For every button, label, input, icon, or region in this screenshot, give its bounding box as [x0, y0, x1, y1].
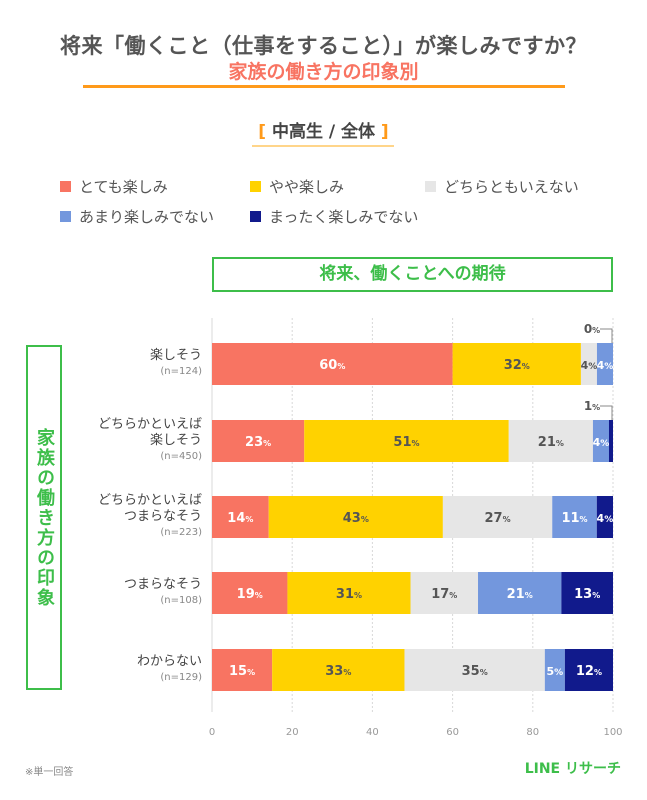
data-label: 60%	[319, 358, 345, 373]
x-tick-label: 0	[209, 727, 215, 738]
category-label: 楽しそう (n=124)	[150, 348, 202, 380]
scope-divider	[252, 145, 394, 147]
sample-size: (n=450)	[160, 451, 202, 462]
brand-logo: LINE リサーチ	[524, 761, 621, 777]
bar-segment	[410, 572, 479, 614]
bar-segment	[212, 649, 273, 691]
legend-item: まったく楽しみでない	[250, 206, 418, 227]
legend-swatch	[250, 211, 261, 222]
legend-label: とても楽しみ	[79, 178, 168, 196]
scope-text: 中高生 / 全体	[271, 122, 376, 142]
legend-label: やや楽しみ	[269, 178, 345, 196]
bar-segment	[212, 420, 305, 462]
data-label: 4%	[581, 359, 598, 372]
side-axis-label: 家族の働き方の印象	[26, 345, 62, 690]
data-label: 33%	[325, 664, 351, 679]
data-label: 31%	[336, 587, 362, 602]
legend-label: どちらともいえない	[444, 178, 579, 196]
legend-swatch	[60, 211, 71, 222]
x-tick-label: 40	[366, 727, 379, 738]
sample-size: (n=223)	[160, 527, 202, 538]
bar-segment	[596, 496, 613, 538]
title-divider	[83, 85, 565, 88]
data-label: 23%	[245, 435, 271, 450]
x-tick-label: 80	[526, 727, 539, 738]
bar-segment	[212, 572, 288, 614]
bar-segment	[564, 649, 613, 691]
category-label: わからない (n=129)	[137, 654, 202, 686]
data-label: 13%	[574, 587, 600, 602]
legend-swatch	[60, 181, 71, 192]
bar-segment	[608, 420, 613, 462]
callout-line	[600, 405, 613, 420]
callout-line	[600, 328, 613, 343]
bar-segment	[287, 572, 411, 614]
data-label: 12%	[576, 664, 602, 679]
legend-item: やや楽しみ	[250, 176, 344, 197]
x-tick-label: 20	[286, 727, 299, 738]
sample-size: (n=129)	[160, 672, 202, 683]
data-label: 43%	[343, 511, 369, 526]
legend-swatch	[425, 181, 436, 192]
legend-item: どちらともいえない	[425, 176, 579, 197]
chart-header-box: 将来、働くことへの期待	[212, 257, 613, 292]
bar-segment	[561, 572, 613, 614]
data-label: 21%	[538, 435, 564, 450]
footer-note: ※単一回答	[25, 767, 74, 778]
chart-subtitle: 家族の働き方の印象別	[228, 61, 419, 83]
bar-segment	[596, 343, 613, 385]
data-label: 51%	[393, 435, 419, 450]
data-label: 21%	[507, 587, 533, 602]
data-label: 35%	[462, 664, 488, 679]
data-label: 15%	[229, 664, 255, 679]
data-label: 1%	[584, 399, 600, 413]
category-label: つまらなそう (n=108)	[124, 577, 202, 609]
data-label: 32%	[504, 358, 530, 373]
data-label: 11%	[561, 511, 587, 526]
bar-segment	[508, 420, 593, 462]
bar-segment	[452, 343, 581, 385]
bar-segment	[592, 420, 609, 462]
category-label: どちらかといえば 楽しそう (n=450)	[98, 417, 202, 465]
bar-segment	[478, 572, 562, 614]
category-label: どちらかといえば つまらなそう (n=223)	[98, 493, 202, 541]
data-label: 4%	[597, 359, 614, 372]
x-tick-label: 60	[446, 727, 459, 738]
bar-segment	[212, 343, 453, 385]
legend-swatch	[250, 181, 261, 192]
bar-segment	[268, 496, 443, 538]
bar-segment	[442, 496, 553, 538]
legend-item: あまり楽しみでない	[60, 206, 214, 227]
legend-label: まったく楽しみでない	[269, 208, 419, 226]
data-label: 14%	[227, 511, 253, 526]
data-label: 27%	[485, 511, 511, 526]
data-label: 19%	[237, 587, 263, 602]
x-tick-label: 100	[603, 727, 622, 738]
bar-segment	[272, 649, 405, 691]
data-label: 17%	[431, 587, 457, 602]
sample-size: (n=124)	[160, 366, 202, 377]
bar-segment	[544, 649, 565, 691]
legend-item: とても楽しみ	[60, 176, 168, 197]
bar-segment	[304, 420, 509, 462]
data-label: 4%	[597, 512, 614, 525]
data-label: 0%	[584, 322, 600, 336]
bar-segment	[404, 649, 545, 691]
chart-title: 将来「働くこと（仕事をすること）」が楽しみですか？	[60, 34, 587, 58]
sample-size: (n=108)	[160, 595, 202, 606]
scope-label: [ 中高生 / 全体 ]	[258, 122, 389, 142]
data-label: 4%	[593, 436, 610, 449]
data-label: 5%	[547, 665, 564, 678]
bar-segment	[212, 496, 269, 538]
bar-segment	[580, 343, 597, 385]
bar-segment	[552, 496, 597, 538]
legend-label: あまり楽しみでない	[79, 208, 215, 226]
